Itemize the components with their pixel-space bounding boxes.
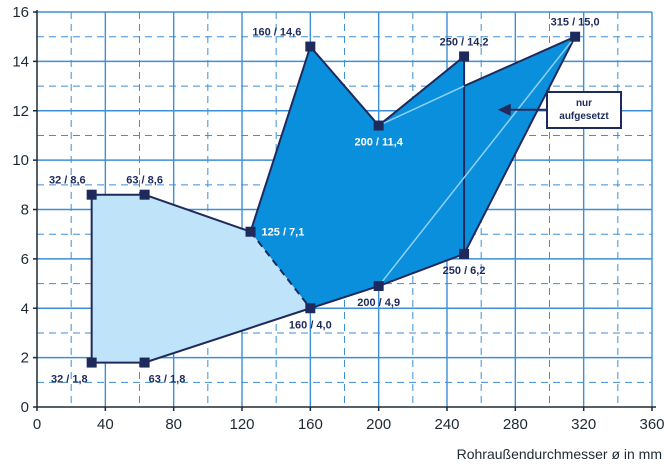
x-tick-label: 360 [639, 416, 664, 433]
data-point-label: 160 / 4,0 [289, 319, 332, 331]
y-tick-label: 8 [21, 202, 29, 219]
y-tick-label: 16 [12, 4, 29, 21]
data-point-marker [459, 51, 470, 62]
data-point-label: 160 / 14,6 [252, 27, 301, 39]
data-point-marker [305, 303, 316, 314]
region-2 [250, 46, 465, 309]
x-tick-label: 200 [366, 416, 391, 433]
data-point-label: 32 / 8,6 [49, 175, 86, 187]
data-point-marker [570, 31, 581, 42]
annotation-box [546, 91, 622, 129]
data-point-label: 200 / 4,9 [357, 297, 400, 309]
annotation-text: aufgesetzt [559, 111, 609, 122]
data-labels: 32 / 1,8 63 / 1,8 32 / 8,6 63 / 8,6 125 / 7,… [49, 17, 600, 386]
annotation-text: nur [576, 98, 592, 109]
x-tick-label: 40 [97, 416, 114, 433]
data-point-label: 125 / 7,1 [262, 227, 305, 239]
region-boundary-dashed [249, 231, 312, 309]
y-tick-label: 12 [12, 103, 29, 120]
x-tick-label: 280 [503, 416, 528, 433]
data-point-label: 250 / 6,2 [443, 265, 486, 277]
chart-regions [90, 34, 578, 364]
x-tick-label: 240 [434, 416, 459, 433]
region-outline [144, 193, 251, 233]
x-tick-label: 120 [229, 416, 254, 433]
data-point-label: 315 / 15,0 [551, 17, 600, 29]
data-point-label: 250 / 14,2 [440, 36, 489, 48]
x-tick-label: 160 [298, 416, 323, 433]
y-tick-label: 0 [21, 399, 29, 416]
x-tick-label: 0 [33, 416, 41, 433]
data-point-marker [459, 248, 470, 259]
data-point-label: 63 / 8,6 [126, 175, 163, 187]
x-tick-label: 80 [165, 416, 182, 433]
data-point-marker [305, 41, 316, 52]
data-point-label: 200 / 11,4 [355, 137, 404, 149]
x-axis-label: Rohraußendurchmesser ø in mm [457, 446, 662, 462]
y-tick-label: 2 [21, 350, 29, 367]
y-tick-label: 10 [12, 152, 29, 169]
data-point-marker [373, 281, 384, 292]
data-markers [86, 31, 581, 368]
y-tick-label: 6 [21, 251, 29, 268]
axes: 0 40 80 120 160 200 240 280 320 360 0 2 4 6 8 10 12 14 16 [12, 4, 664, 433]
data-point-marker [139, 189, 150, 200]
y-tick-label: 14 [12, 53, 29, 70]
inner-line [378, 85, 465, 127]
region-1 [91, 194, 311, 363]
data-point-label: 32 / 1,8 [51, 374, 88, 386]
annotation-arrowhead [497, 103, 511, 116]
inner-line [378, 36, 576, 287]
y-tick-label: 4 [21, 300, 29, 317]
data-point-marker [86, 189, 97, 200]
data-point-marker [373, 120, 384, 131]
data-point-label: 63 / 1,8 [149, 374, 186, 386]
data-point-marker [86, 357, 97, 368]
data-point-marker [245, 226, 256, 237]
x-tick-label: 320 [571, 416, 596, 433]
data-point-marker [139, 357, 150, 368]
annotation: nur aufgesetzt [497, 91, 622, 129]
